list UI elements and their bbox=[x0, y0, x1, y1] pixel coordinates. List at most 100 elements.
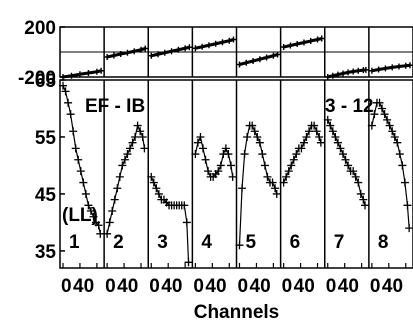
amplitude-point bbox=[64, 98, 73, 107]
x-tick-label: 40 bbox=[161, 276, 182, 297]
phase-point bbox=[93, 68, 100, 75]
amplitude-point bbox=[138, 132, 147, 141]
amplitude-point bbox=[282, 172, 291, 181]
amplitude-point bbox=[147, 172, 156, 181]
phase-point bbox=[236, 61, 243, 68]
amplitude-point bbox=[228, 172, 237, 181]
amplitude-point bbox=[120, 155, 129, 164]
amplitude-point bbox=[316, 138, 325, 147]
amplitude-point bbox=[240, 150, 249, 159]
amplitude-point bbox=[331, 132, 340, 141]
amplitude-point bbox=[326, 121, 335, 130]
amplitude-line bbox=[283, 124, 322, 183]
phase-point bbox=[138, 46, 145, 53]
amplitude-point bbox=[315, 132, 324, 141]
phase-point bbox=[226, 37, 233, 44]
amplitude-point bbox=[333, 138, 342, 147]
amplitude-point bbox=[356, 189, 365, 198]
amplitude-point bbox=[81, 189, 90, 198]
phase-point bbox=[76, 71, 83, 78]
phase-point bbox=[334, 71, 341, 78]
amplitude-point bbox=[226, 161, 235, 170]
amplitude-point bbox=[351, 172, 360, 181]
amplitude-point bbox=[367, 121, 376, 130]
y-tick-label-amplitude: 35 bbox=[35, 242, 57, 263]
amplitude-point bbox=[216, 161, 225, 170]
amplitude-point bbox=[76, 167, 85, 176]
amplitude-point bbox=[59, 81, 67, 90]
amplitude-point bbox=[196, 132, 205, 141]
phase-point bbox=[186, 44, 193, 51]
phase-point bbox=[395, 63, 402, 70]
annotation-left: EF - IB bbox=[85, 96, 145, 117]
amplitude-point bbox=[344, 161, 353, 170]
phase-point bbox=[168, 48, 175, 55]
amplitude-point bbox=[128, 138, 137, 147]
amplitude-point bbox=[299, 138, 308, 147]
amplitude-point bbox=[268, 178, 277, 187]
amplitude-point bbox=[182, 218, 191, 227]
amplitude-point bbox=[201, 155, 210, 164]
amplitude-point bbox=[271, 184, 280, 193]
amplitude-point bbox=[289, 155, 298, 164]
x-tick-label: 0 bbox=[238, 276, 249, 297]
amplitude-point bbox=[253, 132, 262, 141]
amplitude-point bbox=[336, 144, 345, 153]
amplitude-point bbox=[370, 110, 379, 119]
y-tick-label-phase: 200 bbox=[24, 18, 56, 39]
phase-point bbox=[362, 66, 369, 73]
amplitude-point bbox=[103, 229, 112, 238]
amplitude-point bbox=[328, 127, 337, 136]
amplitude-point bbox=[191, 150, 200, 159]
amplitude-point bbox=[118, 161, 127, 170]
phase-point bbox=[104, 54, 111, 60]
phase-point bbox=[199, 43, 206, 50]
amplitude-point bbox=[395, 150, 404, 159]
phase-point bbox=[60, 74, 66, 80]
x-tick-label: 0 bbox=[149, 276, 160, 297]
amplitude-point bbox=[136, 127, 145, 136]
phase-point bbox=[324, 74, 331, 80]
amplitude-point bbox=[94, 221, 103, 230]
phase-point bbox=[68, 72, 75, 79]
subplot-label: 5 bbox=[246, 232, 257, 253]
amplitude-point bbox=[126, 144, 134, 153]
phase-point bbox=[219, 39, 226, 46]
x-tick-label: 0 bbox=[326, 276, 337, 297]
phase-point bbox=[148, 52, 155, 59]
amplitude-point bbox=[140, 144, 149, 153]
amplitude-point bbox=[89, 212, 98, 221]
y-tick-label-amplitude: 55 bbox=[35, 128, 57, 149]
amplitude-point bbox=[105, 218, 114, 227]
amplitude-point bbox=[221, 144, 230, 153]
subplot-label: 2 bbox=[113, 232, 124, 253]
amplitude-point bbox=[133, 121, 142, 130]
amplitude-point bbox=[115, 172, 124, 181]
amplitude-line bbox=[62, 85, 101, 234]
x-tick-label: 0 bbox=[282, 276, 293, 297]
x-tick-label: 0 bbox=[61, 276, 72, 297]
x-tick-label: 0 bbox=[193, 276, 204, 297]
amplitude-point bbox=[323, 115, 332, 124]
phase-point bbox=[98, 67, 105, 74]
x-tick-label: 40 bbox=[205, 276, 226, 297]
subplot-label: 4 bbox=[201, 232, 212, 253]
phase-point bbox=[329, 72, 336, 79]
amplitude-point bbox=[149, 178, 158, 187]
phase-point bbox=[256, 56, 263, 63]
phase-point bbox=[407, 62, 413, 69]
phase-point bbox=[205, 42, 212, 49]
amplitude-point bbox=[405, 224, 413, 233]
phase-point bbox=[287, 42, 294, 49]
amplitude-point bbox=[349, 167, 358, 176]
amplitude-point bbox=[375, 98, 384, 107]
amplitude-point bbox=[235, 241, 244, 250]
amplitude-point bbox=[390, 132, 399, 141]
x-tick-label: 40 bbox=[294, 276, 315, 297]
amplitude-point bbox=[71, 144, 80, 153]
amplitude-point bbox=[400, 178, 409, 187]
amplitude-point bbox=[108, 207, 117, 216]
x-tick-label: 40 bbox=[73, 276, 94, 297]
amplitude-point bbox=[255, 138, 264, 147]
amplitude-panel bbox=[59, 81, 413, 267]
